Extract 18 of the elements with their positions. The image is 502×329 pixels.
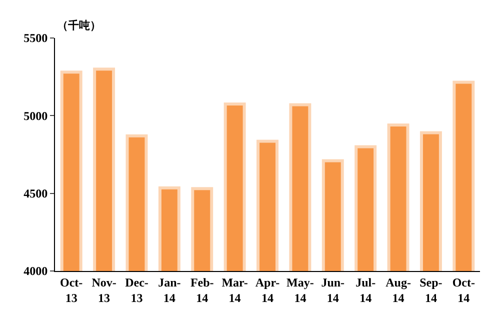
x-tick-label: Aug-14 <box>386 275 411 305</box>
x-tick-label: Mar-14 <box>222 275 248 305</box>
y-tick-label: 4000 <box>24 264 48 278</box>
y-tick-label: 4500 <box>24 186 48 201</box>
x-tick-label: Jul-14 <box>356 275 376 305</box>
x-tick-label: Oct-14 <box>452 275 475 305</box>
x-tick-label: Feb-14 <box>190 275 214 305</box>
x-tick-label: Oct-13 <box>60 275 83 305</box>
y-tick-label: 5000 <box>24 108 48 123</box>
x-tick-label: Jun-14 <box>321 275 345 305</box>
x-tick-label: Sep-14 <box>420 275 442 305</box>
x-tick-label: May-14 <box>286 275 314 305</box>
x-tick-label: Jan-14 <box>158 275 181 305</box>
y-axis-title: （千吨） <box>57 19 101 32</box>
y-tick-label: 5500 <box>24 31 48 46</box>
x-tick-label: Nov-13 <box>92 275 116 305</box>
x-tick-label: Apr-14 <box>255 275 280 305</box>
x-tick-label: Dec-13 <box>125 275 148 305</box>
